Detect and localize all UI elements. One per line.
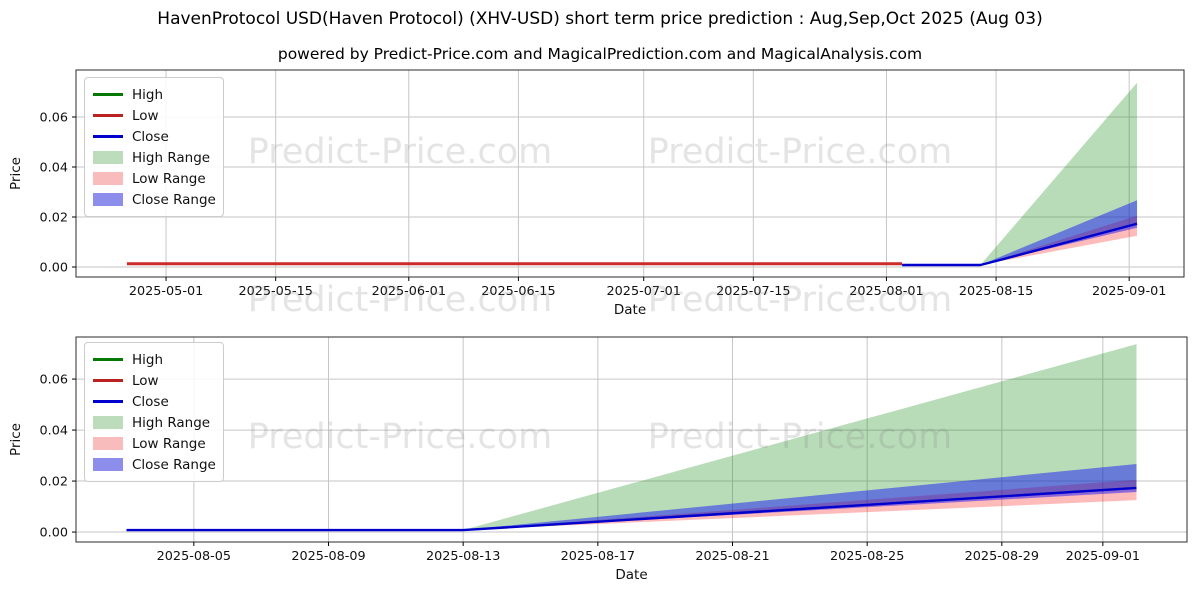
legend-swatch-patch — [93, 172, 123, 185]
x-tick-label: 2025-09-01 — [1092, 284, 1166, 299]
legend-item-high-range: High Range — [93, 412, 215, 433]
band-high-range — [463, 344, 1137, 531]
legend-swatch-line — [93, 114, 123, 117]
legend-label: Close — [132, 393, 169, 410]
legend-item-low: Low — [93, 105, 215, 126]
x-tick-label: 2025-06-15 — [481, 284, 555, 299]
legend-bottom-chart: High Low Close High Range Low Range Close Ran… — [84, 342, 224, 482]
x-tick-label: 2025-09-01 — [1066, 549, 1140, 564]
legend-swatch-line — [93, 379, 123, 382]
x-tick-label: 2025-08-21 — [695, 549, 769, 564]
legend-label: High Range — [132, 414, 211, 431]
legend-swatch-line — [93, 358, 123, 361]
legend-item-close: Close — [93, 391, 215, 412]
x-tick-label: 2025-08-15 — [959, 284, 1033, 299]
legend-swatch-line — [93, 135, 123, 138]
legend-label: Low Range — [132, 435, 206, 452]
series-close-prediction — [126, 486, 1137, 532]
band-low-range — [980, 215, 1138, 265]
legend-label: Close Range — [132, 191, 216, 208]
y-axis-label: Price — [8, 423, 24, 456]
legend-top-chart: High Low Close High Range Low Range Close Ran… — [84, 77, 224, 217]
series-close-prediction — [902, 222, 1138, 267]
legend-swatch-line — [93, 93, 123, 96]
x-tick-label: 2025-08-09 — [291, 549, 365, 564]
legend-item-high: High — [93, 84, 215, 105]
legend-item-low: Low — [93, 370, 215, 391]
y-tick-label: 0.04 — [40, 161, 69, 176]
legend-label: High — [132, 86, 164, 103]
x-tick-label: 2025-08-13 — [426, 549, 500, 564]
y-tick-label: 0.06 — [40, 111, 69, 126]
x-tick-label: 2025-06-01 — [372, 284, 446, 299]
x-tick-label: 2025-08-29 — [965, 549, 1039, 564]
legend-item-low-range: Low Range — [93, 433, 215, 454]
y-tick-label: 0.04 — [40, 424, 69, 439]
plot-border — [75, 69, 1185, 278]
legend-item-low-range: Low Range — [93, 168, 215, 189]
y-tick-label: 0.02 — [40, 475, 69, 490]
y-tick-label: 0.00 — [40, 261, 69, 276]
legend-swatch-patch — [93, 151, 123, 164]
y-tick-label: 0.00 — [40, 526, 69, 541]
x-tick-label: 2025-05-01 — [129, 284, 203, 299]
legend-swatch-patch — [93, 437, 123, 450]
x-tick-label: 2025-08-25 — [830, 549, 904, 564]
band-high-range — [980, 82, 1138, 265]
legend-swatch-line — [93, 400, 123, 403]
legend-swatch-patch — [93, 416, 123, 429]
legend-label: Low — [132, 107, 159, 124]
legend-label: High Range — [132, 149, 211, 166]
legend-item-close-range: Close Range — [93, 454, 216, 475]
page-subtitle: powered by Predict-Price.com and Magical… — [277, 45, 923, 63]
legend-item-high: High — [93, 349, 215, 370]
legend-label: Low — [132, 372, 159, 389]
legend-swatch-patch — [93, 458, 123, 471]
full-history-chart: 2025-05-01 2025-05-15 2025-06-01 2025-06-15… — [8, 69, 1185, 318]
x-tick-label: 2025-07-01 — [607, 284, 681, 299]
plot-border — [75, 336, 1188, 543]
y-axis-label: Price — [8, 157, 24, 190]
x-tick-label: 2025-08-05 — [157, 549, 231, 564]
band-close-range — [980, 200, 1138, 265]
legend-label: Close Range — [132, 456, 216, 473]
x-tick-label: 2025-08-01 — [849, 284, 923, 299]
legend-swatch-patch — [93, 193, 123, 206]
x-tick-label: 2025-07-15 — [716, 284, 790, 299]
x-axis-label: Date — [614, 302, 646, 318]
prediction-zoom-chart: 2025-08-05 2025-08-09 2025-08-13 2025-08-17… — [8, 336, 1188, 583]
y-tick-label: 0.02 — [40, 211, 69, 226]
legend-label: Low Range — [132, 170, 206, 187]
band-close-range — [463, 463, 1137, 531]
x-tick-label: 2025-08-17 — [561, 549, 635, 564]
legend-label: Close — [132, 128, 169, 145]
page-title: HavenProtocol USD(Haven Protocol) (XHV-U… — [157, 9, 1043, 29]
legend-item-close: Close — [93, 126, 215, 147]
band-low-range — [463, 479, 1137, 531]
legend-item-close-range: Close Range — [93, 189, 216, 210]
y-tick-label: 0.06 — [40, 373, 69, 388]
legend-label: High — [132, 351, 164, 368]
x-axis-label: Date — [615, 567, 647, 583]
legend-item-high-range: High Range — [93, 147, 215, 168]
x-tick-label: 2025-05-15 — [238, 284, 312, 299]
